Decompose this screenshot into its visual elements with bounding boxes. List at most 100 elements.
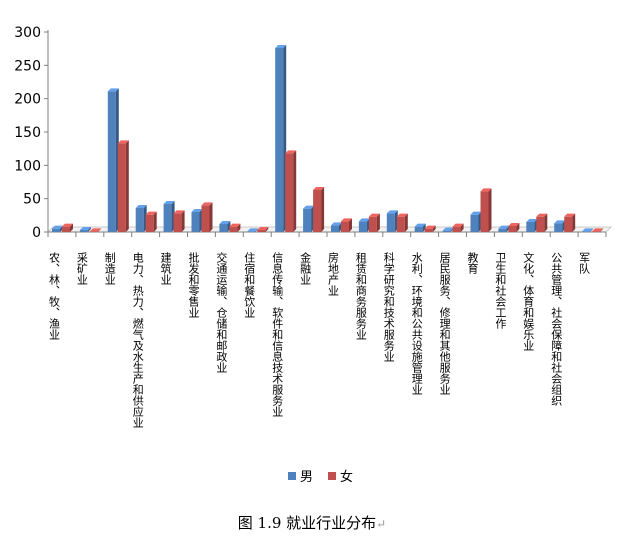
bar-top	[554, 220, 566, 224]
bar	[498, 228, 507, 232]
y-tick-label: 50	[23, 192, 41, 208]
bar-side	[376, 213, 380, 232]
category-label: 制造业	[103, 252, 116, 285]
bar-top	[424, 225, 436, 229]
bar-top	[470, 211, 482, 215]
bar	[247, 231, 256, 232]
category-label: 租赁和商务服务业	[354, 252, 367, 340]
bar	[470, 214, 479, 232]
bar-top	[62, 223, 73, 227]
bar-top	[564, 213, 576, 217]
bar	[219, 224, 228, 232]
bar-side	[544, 213, 548, 232]
bar	[191, 212, 200, 232]
bar	[358, 221, 367, 232]
bar	[135, 208, 144, 232]
category-label: 农、林、牧、渔业	[48, 251, 61, 340]
category-label: 批发和零售业	[187, 251, 200, 318]
bar	[452, 226, 461, 232]
bar	[341, 221, 349, 232]
y-tick-label: 0	[32, 225, 41, 241]
bar	[229, 226, 238, 232]
bar	[442, 230, 451, 232]
bar	[554, 223, 563, 232]
category-label: 军队	[578, 252, 591, 275]
y-tick-label: 250	[14, 58, 41, 74]
bar-top	[386, 210, 398, 214]
bar	[257, 230, 266, 232]
bar-top	[526, 219, 538, 222]
bar	[368, 216, 377, 232]
bar-top	[107, 88, 119, 92]
category-label: 建筑业	[159, 251, 172, 285]
bar	[331, 225, 339, 232]
bar	[592, 231, 601, 232]
bar-side	[404, 213, 408, 232]
bar	[414, 226, 423, 232]
bar	[79, 230, 88, 232]
category-label: 卫生和社会工作	[494, 252, 507, 329]
bar-side	[265, 227, 269, 232]
bar	[201, 205, 210, 232]
legend-label: 男	[300, 470, 313, 485]
bar-top	[285, 150, 297, 154]
category-label: 信息传输、软件和信息技术服务业	[271, 252, 284, 417]
bar-top	[79, 227, 91, 230]
bar-side	[255, 228, 259, 232]
bar-top	[275, 45, 287, 48]
bar	[107, 91, 116, 232]
bar-top	[358, 218, 370, 222]
bar-side	[181, 210, 185, 232]
bar-side	[460, 223, 464, 232]
bar-side	[97, 228, 101, 232]
figure-caption: 图 1.9 就业行业分布↵	[0, 512, 624, 533]
bar-side	[432, 225, 436, 232]
bar	[62, 226, 70, 232]
bar-side	[70, 223, 73, 232]
bar-side	[600, 228, 604, 232]
caption-text: 图 1.9 就业行业分布	[237, 514, 377, 532]
legend-label: 女	[340, 469, 353, 485]
category-label: 水利、环境和公共设施管理业	[410, 252, 423, 395]
bar	[89, 231, 98, 232]
category-label: 交通运输、仓储和邮政业	[215, 251, 228, 373]
bar-top	[247, 228, 259, 232]
bar-top	[331, 222, 342, 226]
bar-side	[590, 228, 594, 232]
category-label: 采矿业	[75, 252, 88, 285]
bar-top	[89, 228, 101, 232]
y-tick-label: 150	[14, 125, 41, 141]
bar-top	[442, 227, 454, 231]
y-tick-label: 200	[14, 92, 41, 108]
bar-top	[117, 140, 129, 144]
bar-top	[135, 205, 147, 208]
bar	[285, 153, 294, 232]
bar-top	[368, 213, 380, 217]
bar-top	[414, 223, 426, 227]
bar-side	[488, 188, 492, 232]
category-label: 金融业	[299, 251, 312, 285]
category-label: 科学研究和技术服务业	[382, 251, 395, 362]
bar-side	[153, 211, 157, 232]
bar	[303, 208, 312, 232]
category-label: 住宿和餐饮业	[243, 251, 256, 318]
bar-top	[452, 223, 464, 227]
bar	[564, 216, 573, 232]
bar-top	[396, 213, 408, 217]
bar-top	[582, 228, 594, 232]
category-label: 房地产业	[327, 252, 340, 296]
bar	[536, 216, 545, 232]
bar-top	[257, 227, 269, 230]
bar	[163, 204, 172, 232]
bar-side	[125, 140, 129, 232]
bar-side	[321, 187, 325, 232]
bar	[424, 228, 433, 232]
bar-side	[87, 227, 91, 232]
category-label: 居民服务、修理和其他服务业	[438, 252, 451, 395]
bar-side	[209, 202, 213, 232]
y-tick-label: 100	[14, 158, 41, 174]
bar-top	[229, 223, 241, 227]
bar	[396, 216, 405, 232]
bar	[508, 226, 517, 232]
bar	[313, 190, 322, 232]
